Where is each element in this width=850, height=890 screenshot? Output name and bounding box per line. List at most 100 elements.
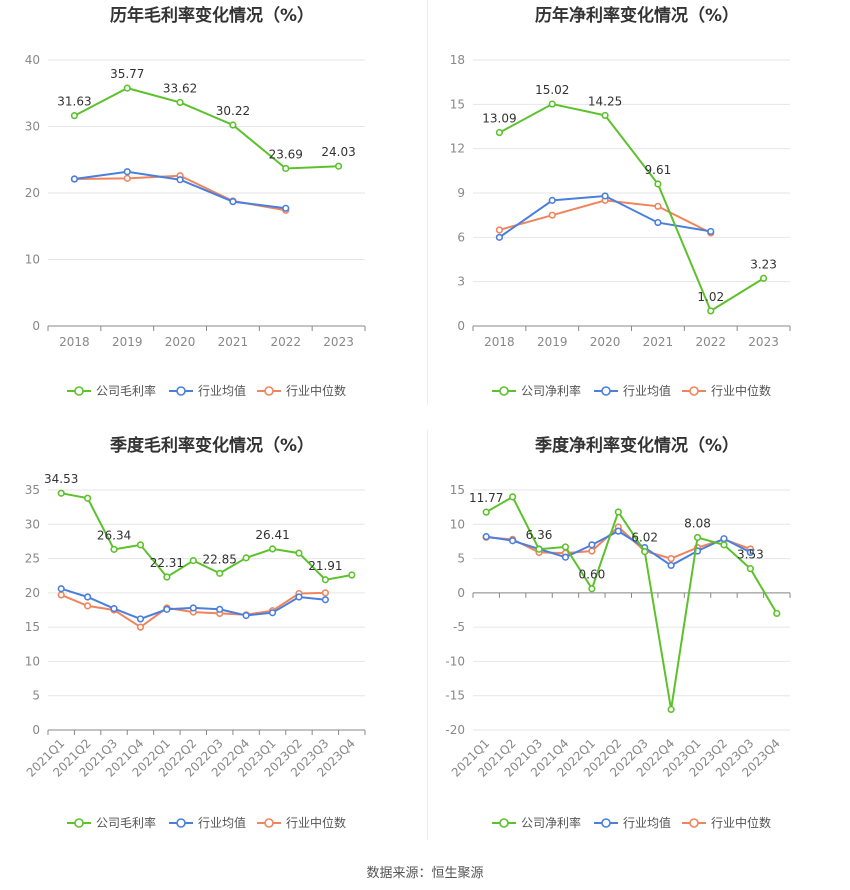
data-point-median — [321, 589, 329, 597]
y-tick-label: 20 — [25, 586, 40, 600]
data-point-company — [693, 533, 702, 542]
data-point-median — [654, 202, 662, 210]
legend-marker-median — [264, 386, 274, 396]
series-line-median — [499, 199, 712, 234]
data-point-median — [84, 602, 92, 610]
legend-label: 行业中位数 — [286, 815, 346, 830]
chart-title: 历年净利率变化情况（%） — [535, 5, 739, 26]
panel-divider — [427, 0, 428, 405]
y-tick-label: -10 — [445, 654, 465, 668]
data-point-company — [295, 549, 303, 557]
legend-marker-median — [689, 818, 699, 828]
data-label: 0.60 — [579, 568, 606, 582]
x-tick-label: 2018 — [59, 335, 90, 349]
y-tick-label: 35 — [25, 483, 40, 497]
data-point-avg — [123, 168, 131, 176]
data-source-note: 数据来源：恒生聚源 — [366, 866, 484, 881]
y-tick-label: 15 — [450, 97, 465, 111]
x-tick-label: 2018 — [484, 335, 515, 349]
y-tick-label: 25 — [25, 552, 40, 566]
data-point-median — [57, 591, 65, 599]
data-label: 11.77 — [469, 491, 503, 505]
data-point-avg — [667, 561, 675, 570]
y-tick-label: 6 — [457, 230, 465, 244]
chart-title: 季度毛利率变化情况（%） — [110, 435, 314, 456]
chart-quarterly-gross-margin-svg: 季度毛利率变化情况（%）051015202530352021Q12021Q220… — [24, 435, 366, 830]
data-point-avg — [654, 218, 662, 227]
data-label: 3.23 — [750, 257, 777, 271]
data-point-avg — [176, 176, 184, 184]
data-label: 26.41 — [255, 528, 289, 542]
data-point-avg — [84, 593, 92, 601]
data-point-company — [57, 489, 65, 497]
data-point-median — [136, 623, 145, 631]
data-point-company — [641, 547, 649, 556]
data-point-median — [588, 547, 596, 555]
legend-marker-avg — [601, 386, 611, 396]
legend-marker-company — [74, 818, 84, 828]
data-label: 26.34 — [97, 528, 131, 542]
legend-marker-company — [74, 386, 84, 396]
y-tick-label: 10 — [25, 654, 40, 668]
data-point-company — [588, 585, 596, 593]
series-line-company — [485, 495, 778, 710]
data-point-company — [242, 554, 250, 562]
data-label: 8.08 — [684, 516, 711, 530]
chart-quarterly-gross-margin: 季度毛利率变化情况（%） 0 5 10 15 20 25 30 35 2021Q1 2021Q2 20… — [0, 430, 425, 860]
data-label: 34.53 — [44, 472, 78, 486]
legend-marker-company — [499, 386, 509, 396]
chart-annual-net-margin-svg: 历年净利率变化情况（%） 0 3 6 9 12 15 18 2018 2019 2020 2021 20… — [450, 5, 791, 398]
legend-label: 公司毛利率 — [96, 383, 156, 398]
data-point-avg — [163, 605, 171, 613]
data-point-avg — [601, 192, 609, 200]
data-label: 22.85 — [203, 552, 237, 566]
data-label: 35.77 — [110, 67, 144, 81]
y-tick-label: -5 — [453, 620, 465, 634]
data-label: 9.61 — [645, 163, 672, 177]
legend-label: 行业中位数 — [711, 383, 771, 398]
y-tick-label: 5 — [457, 552, 465, 566]
data-point-avg — [548, 196, 556, 204]
data-label: 21.91 — [308, 559, 342, 573]
data-point-company — [334, 162, 343, 170]
y-tick-label: 12 — [450, 142, 465, 156]
y-tick-label: -15 — [445, 689, 465, 703]
legend-label: 行业中位数 — [286, 383, 346, 398]
data-point-company — [746, 565, 754, 573]
data-point-company — [482, 508, 490, 516]
data-point-company — [509, 493, 517, 501]
data-label: 3.53 — [737, 548, 764, 562]
data-point-company — [216, 569, 224, 577]
data-point-avg — [509, 537, 517, 545]
data-point-company — [614, 508, 622, 516]
data-point-company — [654, 180, 662, 188]
data-label: 22.31 — [150, 556, 184, 570]
data-point-avg — [561, 553, 570, 561]
y-tick-label: 20 — [25, 186, 40, 200]
data-point-avg — [282, 204, 290, 212]
y-tick-label: 30 — [25, 120, 40, 134]
legend-marker-company — [499, 818, 509, 828]
data-point-company — [189, 557, 197, 565]
legend-marker-median — [264, 818, 274, 828]
y-tick-label: 0 — [457, 319, 465, 333]
data-point-avg — [614, 527, 622, 535]
data-point-company — [561, 543, 570, 551]
y-tick-label: 30 — [25, 517, 40, 531]
data-label: 31.63 — [57, 95, 91, 109]
data-point-avg — [110, 605, 118, 613]
x-tick-label: 2019 — [537, 335, 568, 349]
data-point-company — [176, 98, 184, 107]
data-point-avg — [495, 233, 504, 241]
x-tick-label: 2023 — [748, 335, 779, 349]
data-point-avg — [746, 548, 754, 556]
data-point-avg — [321, 596, 329, 604]
legend-label: 公司净利率 — [521, 383, 581, 398]
data-label: 23.69 — [269, 147, 303, 161]
legend-label: 行业均值 — [198, 383, 246, 398]
y-tick-label: 15 — [25, 620, 40, 634]
data-label: 6.02 — [631, 531, 658, 545]
x-tick-label: 2022 — [270, 335, 301, 349]
data-label: 30.22 — [216, 104, 250, 118]
data-point-avg — [295, 593, 303, 601]
